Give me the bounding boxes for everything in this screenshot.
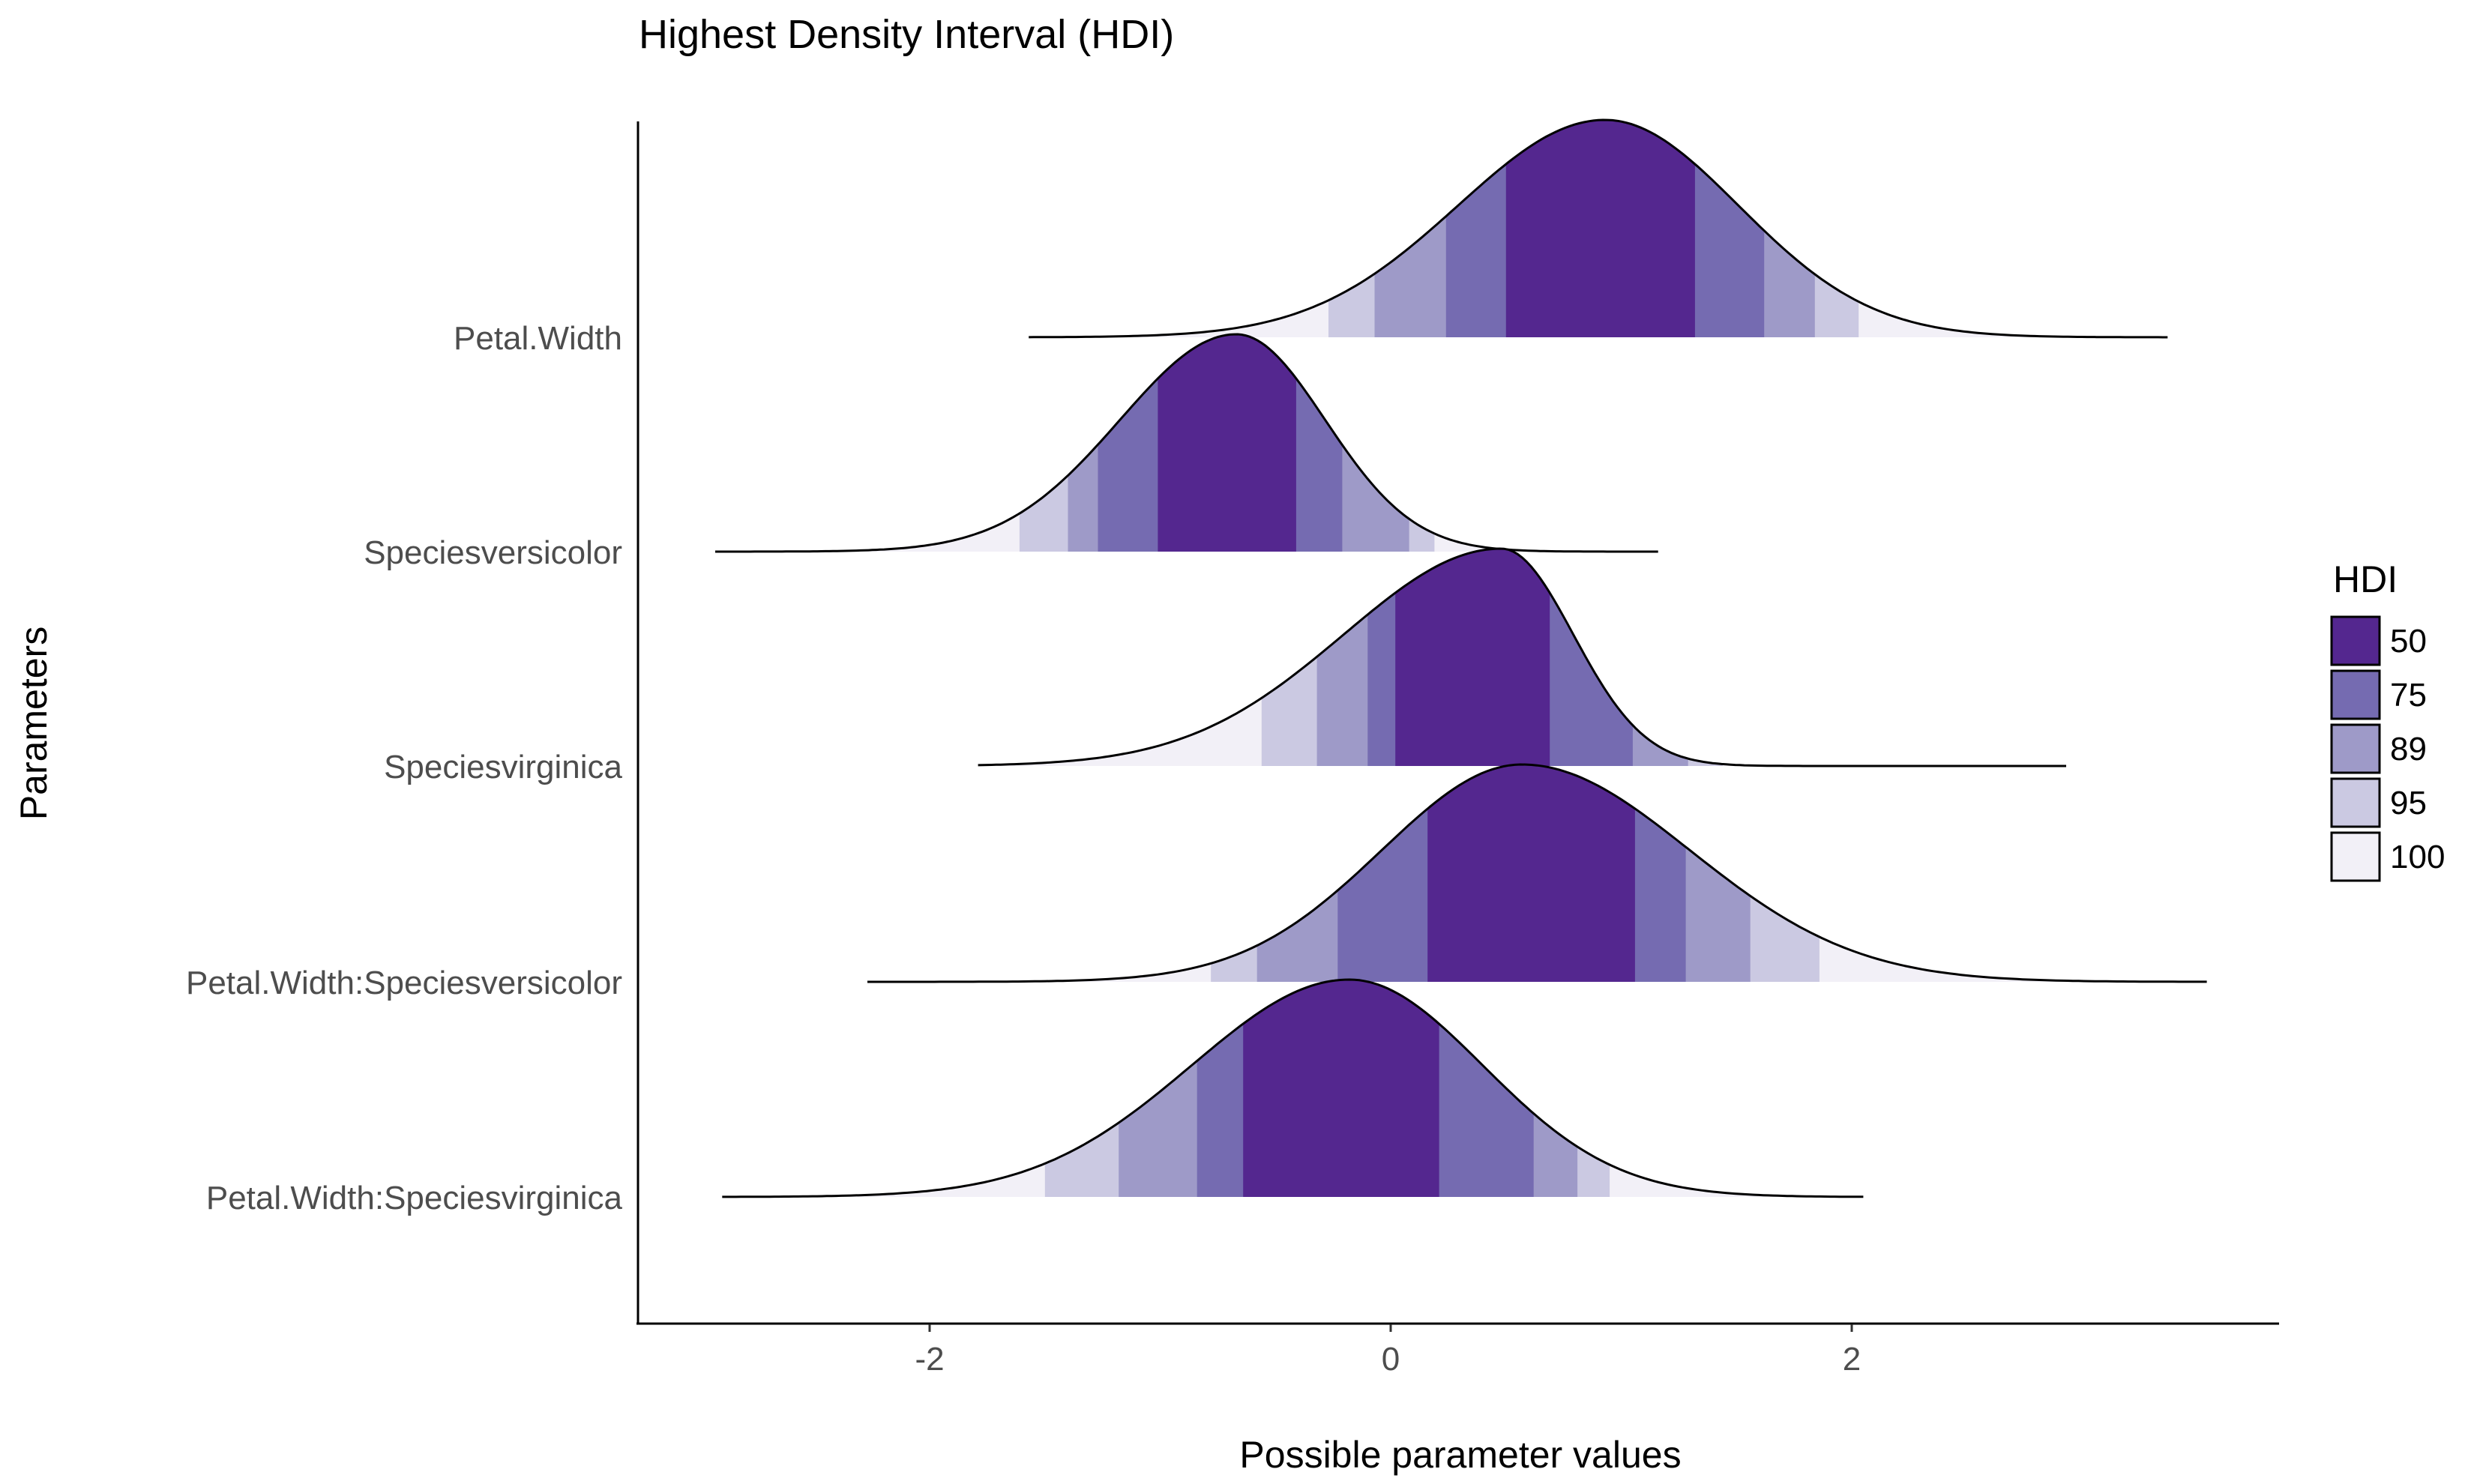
y-tick-label: Petal.Width:Speciesvirginica	[206, 1180, 623, 1216]
y-tick-label: Petal.Width	[454, 320, 622, 357]
density-outline-petal-width-speciesversicolor	[867, 763, 2207, 983]
y-tick-label: Speciesversicolor	[364, 534, 622, 571]
legend-label-100: 100	[2390, 839, 2445, 875]
hdi-band-50-petal-width-speciesversicolor	[1427, 764, 1635, 982]
hdi-band-50-petal-width	[1505, 120, 1695, 337]
legend-key-95	[2330, 777, 2381, 828]
ridge-speciesversicolor	[715, 333, 1658, 553]
density-outline-petal-width-speciesvirginica	[722, 978, 1864, 1198]
x-tick-label: 2	[1843, 1341, 1861, 1378]
density-outline-petal-width	[1029, 118, 2168, 339]
hdi-band-50-speciesvirginica	[1395, 549, 1550, 766]
legend-key-89	[2330, 723, 2381, 774]
x-tick-label: -2	[915, 1341, 944, 1378]
legend: HDI 50 75 89 95 100	[2330, 558, 2445, 882]
x-axis-title: Possible parameter values	[1239, 1434, 1681, 1476]
legend-key-50	[2330, 615, 2381, 666]
x-tick-label: 0	[1382, 1341, 1400, 1378]
legend-title: HDI	[2333, 558, 2398, 600]
y-axis-title: Parameters	[13, 627, 55, 820]
y-tick-label: Speciesvirginica	[384, 749, 622, 785]
y-tick-labels: Petal.Width Speciesversicolor Speciesvirgi…	[186, 320, 623, 1216]
ridge-petal-width	[1029, 118, 2168, 339]
y-tick-label: Petal.Width:Speciesversicolor	[186, 965, 622, 1001]
density-outline-speciesvirginica	[978, 547, 2066, 767]
chart-title: Highest Density Interval (HDI)	[639, 12, 1174, 57]
x-tick-labels: -2 0 2	[915, 1324, 1861, 1378]
legend-label-89: 89	[2390, 731, 2427, 767]
legend-label-95: 95	[2390, 785, 2427, 821]
legend-label-75: 75	[2390, 677, 2427, 714]
legend-key-100	[2330, 831, 2381, 882]
ridge-petal-width-speciesvirginica	[722, 978, 1864, 1198]
ridge-petal-width-speciesversicolor	[867, 763, 2207, 983]
legend-label-50: 50	[2390, 623, 2427, 660]
ridges-layer	[715, 118, 2207, 1198]
legend-key-75	[2330, 669, 2381, 720]
ridge-speciesvirginica	[978, 547, 2066, 767]
hdi-band-50-petal-width-speciesvirginica	[1243, 980, 1439, 1197]
hdi-band-50-speciesversicolor	[1158, 334, 1296, 552]
